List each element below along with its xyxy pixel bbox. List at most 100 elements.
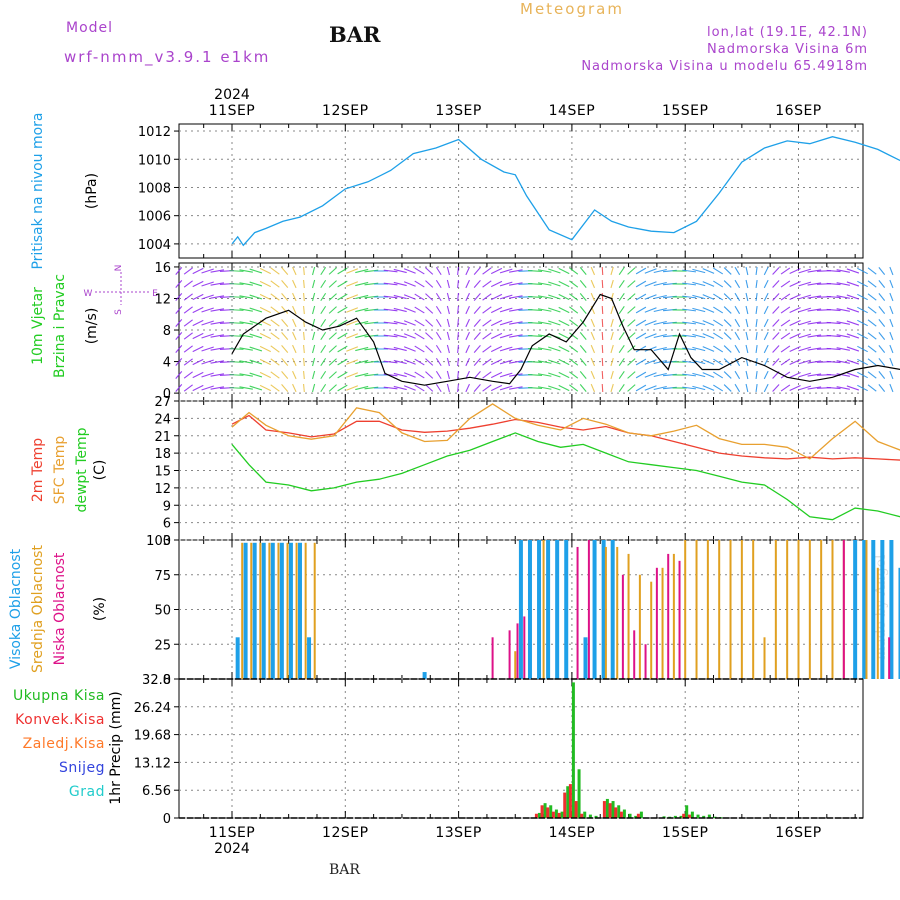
cloud-bar: [508, 630, 511, 679]
wind-arrow: [569, 319, 579, 327]
wind-arrow: [201, 281, 214, 287]
wind-arrow: [836, 321, 850, 325]
wind-arrow: [328, 306, 337, 314]
cloud-bar: [307, 637, 312, 679]
wind-arrow: [780, 371, 791, 379]
wind-arrow: [644, 372, 657, 378]
cloud-bar: [241, 542, 244, 679]
wind-arrow: [281, 267, 289, 275]
cloud-bar: [808, 540, 811, 679]
wind-arrow: [763, 318, 769, 328]
cloud-bar: [601, 540, 606, 679]
wind-arrow: [210, 295, 225, 299]
wind-arrow: [618, 305, 625, 315]
wind-arrow: [763, 344, 769, 354]
footer-station: BAR: [329, 862, 360, 878]
wind-arrow: [528, 374, 543, 376]
wind-arrow: [836, 360, 850, 364]
wind-arrow: [229, 361, 244, 363]
temperature-panel: 3 6 9 12 15 18 21 24 27: [154, 395, 864, 549]
wind-arrow: [337, 332, 348, 340]
wind-arrow: [337, 293, 348, 301]
cloud-bar: [576, 546, 579, 679]
wind-arrow: [259, 371, 271, 379]
wind-arrow: [239, 386, 253, 390]
precip-bar: [622, 809, 626, 818]
wind-arrow: [482, 371, 492, 379]
wind-arrow: [414, 293, 425, 301]
wind-arrow: [446, 331, 450, 341]
y-tick-label: 18: [154, 447, 171, 462]
wind-arrow: [175, 358, 183, 366]
wind-arrow: [328, 371, 337, 379]
wind-arrow: [509, 334, 523, 338]
wind-arrow: [763, 266, 769, 276]
wind-arrow: [414, 371, 425, 379]
wind-arrow: [490, 306, 503, 314]
wind-arrow: [653, 320, 667, 326]
wind-arrow: [558, 293, 570, 301]
wind-arrow: [755, 331, 758, 341]
cloud-bar: [604, 546, 607, 679]
wind-arrow: [465, 344, 470, 354]
wind-arrow: [867, 384, 877, 392]
wind-arrow: [789, 267, 801, 275]
wind-arrow: [644, 333, 657, 339]
wind-arrow: [457, 305, 459, 315]
wind-arrow: [346, 307, 359, 313]
wind-arrow: [798, 281, 812, 287]
wind-arrow: [311, 266, 316, 276]
cloud-bar: [661, 567, 664, 679]
wind-arrow: [789, 332, 801, 340]
wind-arrow: [509, 282, 523, 286]
wind-arrow: [393, 359, 407, 365]
wind-arrow: [846, 307, 860, 313]
wind-arrow: [889, 357, 894, 367]
wind-arrow: [311, 370, 316, 380]
precip-bar: [571, 682, 575, 818]
wind-arrow: [734, 266, 741, 276]
wind-arrow: [355, 268, 369, 274]
precip-bar: [602, 801, 606, 818]
bottom-date-label: 16SEP: [775, 825, 822, 841]
wind-arrow: [867, 358, 877, 366]
wind-arrow: [723, 345, 732, 353]
wind-arrow: [303, 331, 305, 341]
cloud-bar: [587, 540, 590, 679]
wind-arrow: [201, 359, 214, 365]
wind-arrow: [281, 358, 289, 366]
wind-arrow: [713, 267, 724, 275]
wind-arrow: [229, 348, 244, 350]
wind-arrow: [414, 267, 425, 275]
wind-arrow: [320, 383, 327, 393]
wind-arrow: [734, 292, 741, 302]
cloud-bar: [627, 553, 630, 679]
wind-arrow: [490, 332, 503, 340]
model-label: Model: [66, 20, 114, 36]
wind-arrow: [490, 384, 503, 392]
wind-arrow: [201, 333, 214, 339]
pressure-line: [231, 136, 900, 247]
wind-arrow: [328, 384, 337, 392]
precip-unit-label: 1hr Precip (mm): [108, 691, 124, 804]
wind-arrow: [745, 279, 749, 289]
wind-arrow: [292, 344, 297, 354]
temperature-series-1: [231, 403, 900, 460]
wind-arrow: [836, 373, 850, 377]
precip-bar: [639, 811, 643, 818]
wind-arrow: [435, 331, 442, 341]
wind-arrow: [281, 319, 289, 327]
wind-arrow: [755, 357, 758, 367]
y-tick-label: 21: [154, 430, 171, 445]
precip-bar: [679, 815, 683, 818]
wind-arrow: [383, 360, 398, 364]
precip-bar: [594, 815, 598, 818]
y-tick-label: 0: [163, 673, 171, 688]
precip-bar: [619, 811, 623, 818]
wind-arrow: [383, 386, 398, 390]
wind-arrow: [328, 345, 337, 353]
wind-arrow: [435, 344, 442, 354]
wind-arrow: [713, 345, 724, 353]
precip-bar: [617, 805, 621, 818]
wind-arrow: [403, 281, 416, 287]
